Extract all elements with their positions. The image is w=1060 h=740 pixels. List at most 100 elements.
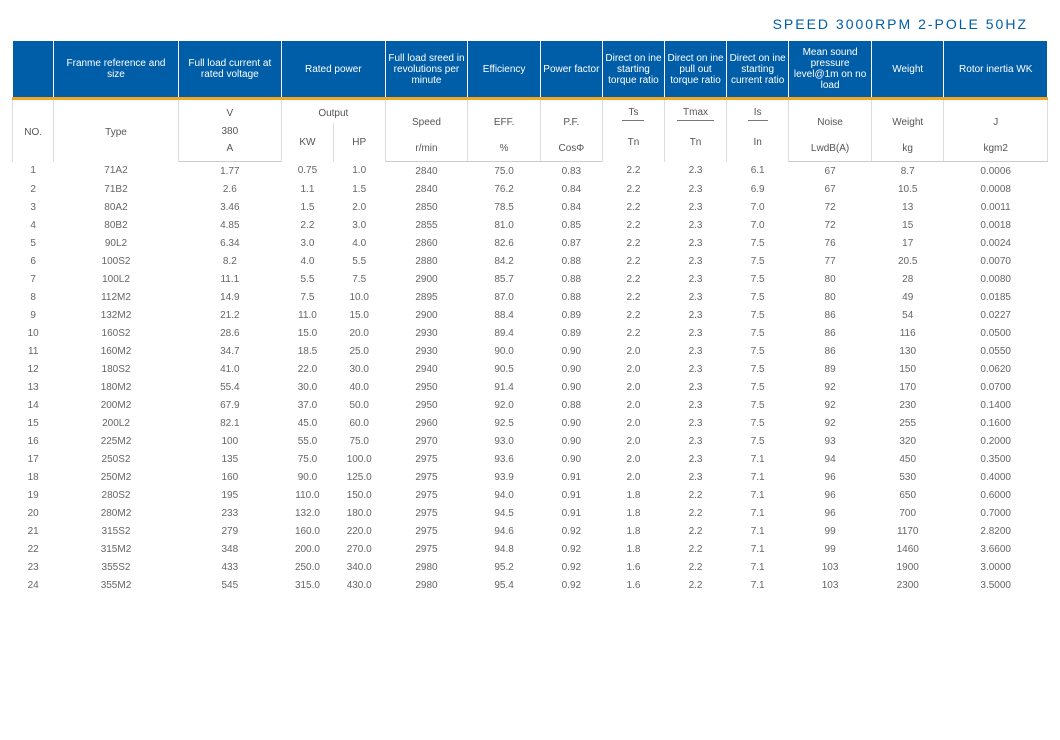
table-cell: 15 <box>871 216 943 234</box>
table-cell: 0.6000 <box>944 486 1048 504</box>
table-cell: 90.5 <box>468 360 540 378</box>
table-cell: 7.5 <box>727 378 789 396</box>
table-cell: 94.6 <box>468 522 540 540</box>
table-cell: 94.8 <box>468 540 540 558</box>
table-cell: 7.5 <box>727 342 789 360</box>
table-cell: 0.3500 <box>944 450 1048 468</box>
table-cell: 2.3 <box>665 234 727 252</box>
table-cell: 2.3 <box>665 324 727 342</box>
table-cell: 0.1600 <box>944 414 1048 432</box>
table-row: 7100L211.15.57.5290085.70.882.22.37.5802… <box>13 270 1048 288</box>
table-cell: 89 <box>789 360 872 378</box>
table-cell: 2.2 <box>602 198 664 216</box>
table-cell: 530 <box>871 468 943 486</box>
table-cell: 0.0006 <box>944 162 1048 181</box>
table-cell: 5.5 <box>282 270 334 288</box>
table-cell: 160S2 <box>54 324 178 342</box>
table-cell: 45.0 <box>282 414 334 432</box>
table-cell: 7.5 <box>282 288 334 306</box>
table-row: 19280S2195110.0150.0297594.00.911.82.27.… <box>13 486 1048 504</box>
table-row: 380A23.461.52.0285078.50.842.22.37.07213… <box>13 198 1048 216</box>
table-cell: 2.3 <box>665 450 727 468</box>
table-cell: 80A2 <box>54 198 178 216</box>
h1-is: Direct on ine starting current ratio <box>727 41 789 99</box>
table-cell: 0.88 <box>540 270 602 288</box>
table-cell: 2.0 <box>602 378 664 396</box>
h1-frame: Franme reference and size <box>54 41 178 99</box>
table-cell: 99 <box>789 522 872 540</box>
table-cell: 14.9 <box>178 288 282 306</box>
header-row-primary: Franme reference and size Full load curr… <box>13 41 1048 99</box>
table-cell: 2.0 <box>602 342 664 360</box>
table-cell: 355M2 <box>54 576 178 594</box>
table-cell: 2895 <box>385 288 468 306</box>
table-cell: 24 <box>13 576 54 594</box>
table-row: 9132M221.211.015.0290088.40.892.22.37.58… <box>13 306 1048 324</box>
table-row: 16225M210055.075.0297093.00.902.02.37.59… <box>13 432 1048 450</box>
table-cell: 0.0700 <box>944 378 1048 396</box>
table-cell: 0.75 <box>282 162 334 181</box>
table-cell: 348 <box>178 540 282 558</box>
table-cell: 7.1 <box>727 522 789 540</box>
table-cell: 10.5 <box>871 180 943 198</box>
table-cell: 55.0 <box>282 432 334 450</box>
table-cell: 2940 <box>385 360 468 378</box>
h2-no: NO. <box>13 99 54 162</box>
table-cell: 135 <box>178 450 282 468</box>
table-cell: 2.2 <box>665 576 727 594</box>
table-cell: 650 <box>871 486 943 504</box>
table-cell: 100L2 <box>54 270 178 288</box>
table-cell: 30.0 <box>282 378 334 396</box>
table-cell: 80 <box>789 270 872 288</box>
h1-ts: Direct on ine starting torque ratio <box>602 41 664 99</box>
table-cell: 86 <box>789 342 872 360</box>
table-cell: 85.7 <box>468 270 540 288</box>
table-cell: 2.2 <box>282 216 334 234</box>
table-cell: 0.84 <box>540 198 602 216</box>
table-row: 22315M2348200.0270.0297594.80.921.82.27.… <box>13 540 1048 558</box>
table-cell: 4.0 <box>333 234 385 252</box>
table-cell: 95.4 <box>468 576 540 594</box>
table-cell: 90.0 <box>282 468 334 486</box>
table-cell: 255 <box>871 414 943 432</box>
table-cell: 40.0 <box>333 378 385 396</box>
table-cell: 78.5 <box>468 198 540 216</box>
h2-cos: CosΦ <box>540 140 602 162</box>
table-cell: 2.3 <box>665 342 727 360</box>
table-cell: 0.0024 <box>944 234 1048 252</box>
table-cell: 96 <box>789 504 872 522</box>
table-cell: 92 <box>789 414 872 432</box>
table-cell: 0.0550 <box>944 342 1048 360</box>
table-cell: 7.5 <box>727 252 789 270</box>
table-cell: 0.88 <box>540 252 602 270</box>
table-cell: 2.2 <box>602 162 664 181</box>
table-cell: 0.88 <box>540 396 602 414</box>
table-cell: 2.2 <box>665 486 727 504</box>
table-row: 171A21.770.751.0284075.00.832.22.36.1678… <box>13 162 1048 181</box>
table-row: 20280M2233132.0180.0297594.50.911.82.27.… <box>13 504 1048 522</box>
table-cell: 7.1 <box>727 504 789 522</box>
table-cell: 200.0 <box>282 540 334 558</box>
table-cell: 1.8 <box>602 504 664 522</box>
table-cell: 0.0011 <box>944 198 1048 216</box>
table-cell: 250S2 <box>54 450 178 468</box>
table-cell: 100S2 <box>54 252 178 270</box>
table-cell: 430.0 <box>333 576 385 594</box>
table-cell: 1.8 <box>602 522 664 540</box>
table-cell: 0.0185 <box>944 288 1048 306</box>
table-cell: 3 <box>13 198 54 216</box>
h2-a: A <box>178 140 282 162</box>
table-cell: 7.1 <box>727 558 789 576</box>
table-cell: 2.2 <box>665 504 727 522</box>
table-cell: 4.85 <box>178 216 282 234</box>
table-row: 13180M255.430.040.0295091.40.902.02.37.5… <box>13 378 1048 396</box>
table-cell: 0.91 <box>540 504 602 522</box>
table-cell: 67 <box>789 162 872 181</box>
table-cell: 6.9 <box>727 180 789 198</box>
table-cell: 94.5 <box>468 504 540 522</box>
table-cell: 340.0 <box>333 558 385 576</box>
table-cell: 0.91 <box>540 468 602 486</box>
page-title: SPEED 3000RPM 2-POLE 50HZ <box>12 12 1048 40</box>
table-cell: 2.3 <box>665 432 727 450</box>
table-cell: 75.0 <box>282 450 334 468</box>
